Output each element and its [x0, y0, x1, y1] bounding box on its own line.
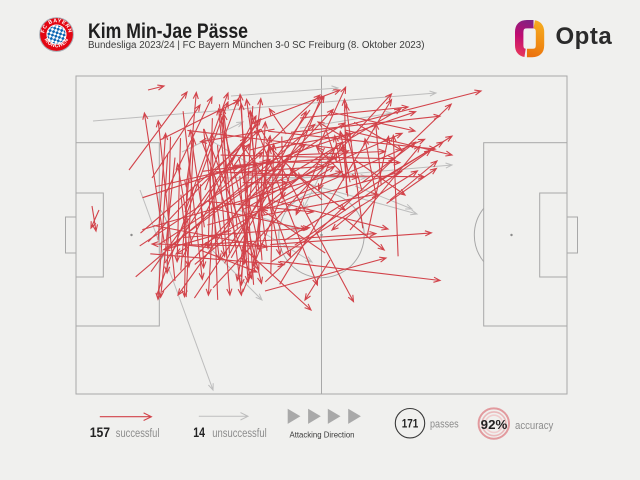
svg-text:successful: successful — [116, 428, 160, 440]
svg-text:14: 14 — [193, 424, 205, 440]
svg-text:accuracy: accuracy — [515, 420, 554, 432]
svg-text:157: 157 — [90, 424, 110, 440]
svg-text:171: 171 — [402, 417, 419, 431]
svg-text:passes: passes — [430, 419, 459, 431]
svg-text:unsuccessful: unsuccessful — [212, 428, 266, 440]
svg-text:92%: 92% — [481, 417, 508, 432]
svg-text:Attacking Direction: Attacking Direction — [290, 430, 355, 440]
